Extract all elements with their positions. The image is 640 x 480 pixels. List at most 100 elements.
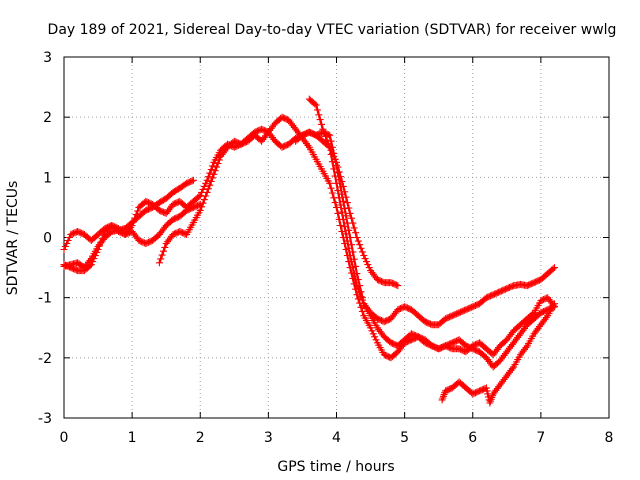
data-point-marker	[343, 237, 351, 245]
x-tick-label: 2	[196, 430, 205, 446]
data-point-marker	[206, 169, 214, 177]
y-tick-label: 0	[43, 231, 52, 247]
data-point-marker	[204, 173, 212, 181]
data-point-marker	[198, 203, 206, 211]
data-point-marker	[346, 252, 354, 259]
tick-labels: 0 1 2 3 4 5 6 7 8 -3 -2 -1 0 1 2 3	[38, 50, 613, 446]
x-tick-label: 3	[264, 430, 273, 446]
data-point-marker	[209, 174, 216, 182]
data-point-marker	[353, 282, 361, 290]
data-point-marker	[345, 244, 353, 252]
y-tick-label: -2	[38, 351, 52, 367]
data-point-marker	[333, 203, 340, 211]
data-point-marker	[330, 152, 338, 160]
y-tick-label: 1	[43, 170, 52, 186]
data-point-marker	[93, 249, 101, 256]
data-point-marker	[371, 333, 379, 341]
data-point-marker	[63, 240, 71, 247]
data-point-marker	[203, 188, 211, 196]
data-point-marker	[335, 168, 343, 176]
data-point-marker	[341, 188, 349, 196]
data-point-marker	[551, 264, 558, 272]
data-point-marker	[61, 243, 69, 250]
data-point-marker	[348, 214, 355, 222]
data-series	[60, 95, 558, 407]
data-point-marker	[352, 229, 360, 237]
x-tick-label: 4	[332, 430, 341, 446]
data-point-marker	[350, 270, 358, 278]
data-point-marker	[330, 165, 338, 173]
data-point-marker	[64, 237, 72, 244]
data-point-marker	[324, 142, 332, 150]
data-point-marker	[316, 116, 324, 124]
data-point-marker	[327, 184, 335, 192]
data-point-marker	[202, 192, 210, 200]
data-point-marker	[204, 185, 212, 193]
data-point-marker	[326, 179, 334, 187]
series-track-6	[292, 128, 402, 290]
data-point-marker	[394, 282, 402, 290]
data-point-marker	[313, 106, 321, 114]
data-point-marker	[91, 252, 99, 260]
data-point-marker	[326, 131, 334, 139]
data-point-marker	[335, 194, 343, 202]
data-point-marker	[356, 289, 364, 297]
data-point-marker	[200, 196, 208, 204]
y-axis-label: SDTVAR / TECUs	[5, 181, 21, 296]
series-track-5	[305, 95, 558, 329]
data-point-marker	[361, 255, 369, 263]
data-point-marker	[207, 166, 215, 173]
data-point-marker	[132, 211, 140, 219]
data-point-marker	[372, 336, 380, 344]
data-point-marker	[128, 222, 136, 229]
data-point-marker	[334, 187, 342, 195]
data-point-marker	[368, 327, 376, 335]
data-point-marker	[358, 308, 366, 315]
data-point-marker	[199, 199, 207, 207]
data-point-marker	[215, 156, 223, 164]
data-point-marker	[358, 296, 366, 304]
data-point-marker	[354, 237, 362, 245]
data-point-marker	[207, 178, 215, 185]
data-point-marker	[206, 181, 214, 189]
data-point-marker	[357, 244, 365, 252]
data-point-marker	[94, 246, 102, 253]
data-point-marker	[339, 216, 347, 223]
data-point-marker	[97, 238, 105, 246]
data-point-marker	[345, 226, 353, 234]
data-point-marker	[334, 163, 342, 171]
data-point-marker	[211, 167, 219, 175]
data-point-marker	[89, 258, 97, 266]
data-point-marker	[363, 258, 370, 266]
data-point-marker	[343, 199, 351, 207]
data-point-marker	[87, 261, 95, 269]
data-point-marker	[203, 176, 211, 184]
data-point-marker	[157, 255, 165, 263]
y-tick-label: 2	[43, 110, 52, 126]
data-point-marker	[322, 132, 330, 140]
data-point-marker	[189, 176, 197, 184]
x-tick-label: 6	[468, 430, 477, 446]
data-point-marker	[202, 179, 210, 187]
data-point-marker	[90, 255, 98, 263]
data-point-marker	[155, 259, 163, 267]
data-point-marker	[98, 235, 106, 243]
data-point-marker	[134, 207, 142, 215]
data-point-marker	[349, 248, 357, 256]
data-point-marker	[392, 281, 400, 289]
data-point-marker	[345, 204, 353, 212]
x-tick-label: 8	[605, 430, 614, 446]
data-point-marker	[333, 158, 340, 166]
axis-ticks	[63, 56, 610, 419]
data-point-marker	[352, 276, 360, 284]
data-point-marker	[342, 193, 350, 201]
data-point-marker	[346, 209, 354, 217]
data-point-marker	[331, 155, 339, 163]
x-tick-label: 1	[128, 430, 137, 446]
data-point-marker	[337, 222, 345, 229]
data-point-marker	[349, 219, 357, 227]
data-point-marker	[315, 111, 323, 119]
data-point-marker	[188, 177, 196, 185]
data-point-marker	[348, 258, 355, 266]
